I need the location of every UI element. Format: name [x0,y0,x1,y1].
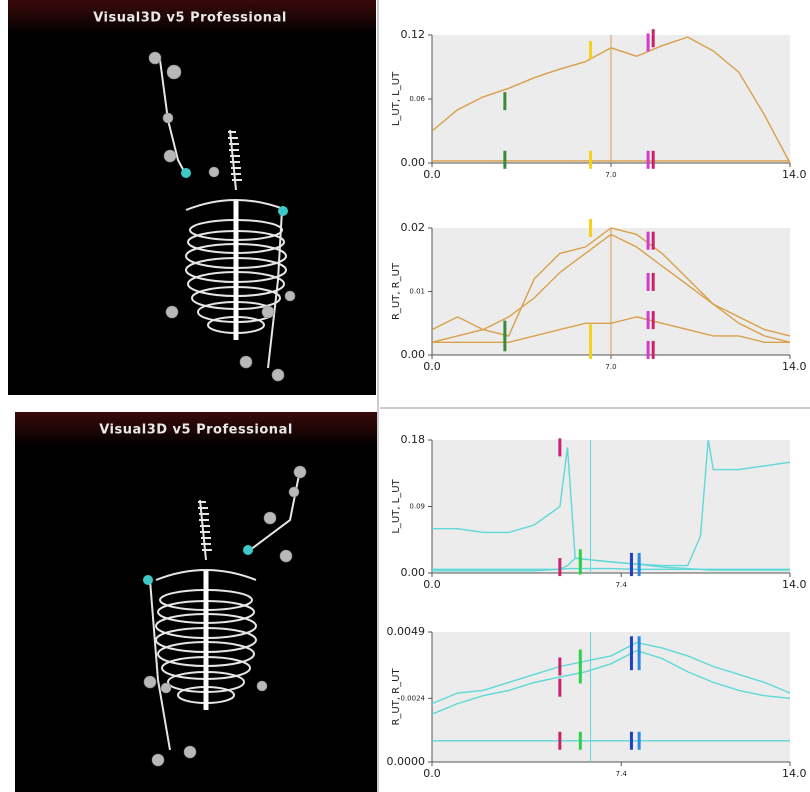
event-marker [579,650,582,668]
event-marker [652,151,655,169]
event-marker [652,341,655,359]
event-marker [558,732,561,750]
event-marker [652,232,655,250]
x-tick-label: 7.4 [616,770,628,778]
event-marker [503,151,506,169]
y-tick-label: 0.0049 [387,625,426,638]
event-marker [503,92,506,110]
y-axis-label: L_UT, L_UT [391,478,402,533]
y-tick-label: 0.06 [409,95,425,103]
x-tick-label: 14.0 [782,360,807,373]
event-marker [638,652,641,670]
event-marker [630,636,633,654]
y-tick-label: 0.0000 [387,755,426,768]
event-marker [589,219,592,237]
viewport-title: Visual3D v5 Professional [93,11,287,26]
x-tick-label: 14.0 [782,767,807,780]
x-tick-label: 7.0 [605,363,616,371]
y-tick-label: 0.09 [409,503,425,511]
event-marker [558,657,561,675]
event-marker [647,341,650,359]
event-marker [558,679,561,697]
chart: L_UT, L_UT 0.00 0.09 0.18 0.0 7.4 14.0 [391,433,807,591]
x-tick-label: 7.0 [605,171,616,179]
event-marker [558,558,561,576]
chart: L_UT, L_UT 0.00 0.06 0.12 0.0 7.0 14.0 [391,28,807,181]
y-tick-label: 0.0024 [401,694,426,702]
x-tick-label: 0.0 [423,360,441,373]
chart: R_UT, R_UT 0.00 0.01 0.02 0.0 7.0 14.0 [391,219,807,373]
event-marker [589,341,592,359]
event-marker [647,33,650,51]
x-tick-label: 0.0 [423,578,441,591]
y-tick-label: 0.00 [401,566,426,579]
x-tick-label: 7.4 [616,581,628,589]
viewport: Visual3D v5 Professional [8,0,376,395]
event-marker [638,636,641,654]
y-tick-label: 0.00 [401,156,426,169]
event-marker [579,557,582,575]
viewport-bg [8,0,376,395]
event-marker [652,311,655,329]
series-line [432,569,790,570]
viewport: Visual3D v5 Professional [15,412,377,792]
y-axis-label: R_UT, R_UT [391,262,402,320]
event-marker [630,732,633,750]
x-tick-label: 14.0 [782,168,807,181]
event-marker [589,324,592,342]
event-marker [630,558,633,576]
viewport-title: Visual3D v5 Professional [99,423,293,438]
event-marker [579,665,582,683]
y-tick-label: 0.02 [401,221,426,234]
plot-area [432,632,790,762]
event-marker [589,41,592,59]
page: {"viewports": [{"title": "Visual3D v5 Pr… [0,0,810,792]
event-marker [558,438,561,456]
event-marker [647,311,650,329]
event-marker [647,151,650,169]
event-marker [503,333,506,351]
event-marker [652,273,655,291]
y-tick-label: 0.18 [401,433,426,446]
event-marker [652,29,655,47]
event-marker [579,732,582,750]
y-tick-label: 0.00 [401,348,426,361]
event-marker [589,151,592,169]
event-marker [647,273,650,291]
event-marker [638,558,641,576]
plot-area [432,440,790,573]
event-marker [647,232,650,250]
event-marker [638,732,641,750]
y-axis-label: L_UT, L_UT [391,71,402,126]
y-tick-label: 0.12 [401,28,426,41]
x-tick-label: 0.0 [423,767,441,780]
x-tick-label: 14.0 [782,578,807,591]
event-marker [630,652,633,670]
screenshot: Visual3D v5 Professional Visual3D v5 Pro… [0,0,810,792]
x-tick-label: 0.0 [423,168,441,181]
y-tick-label: 0.01 [409,288,425,296]
